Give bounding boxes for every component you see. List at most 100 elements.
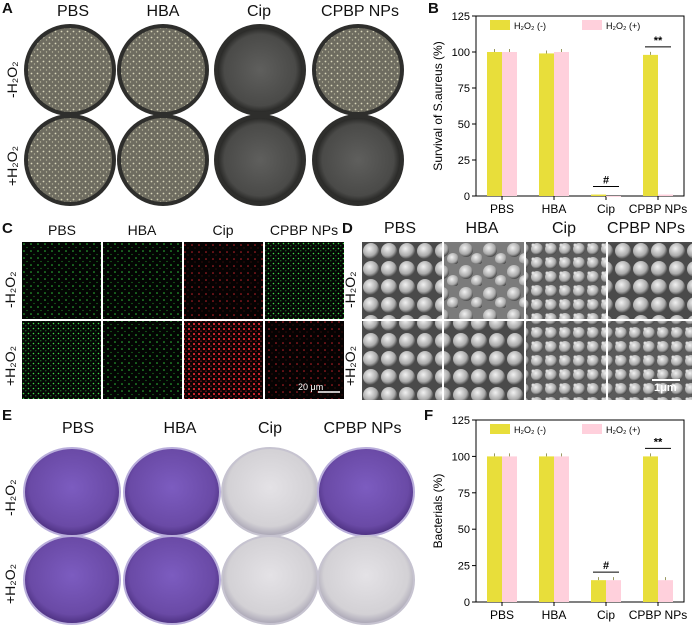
plate-a-hba-plus xyxy=(117,114,209,206)
fluor-grid-svg xyxy=(22,242,344,399)
chart-f: 0 25 50 75 100 125 Bacterials (%) PBS HBA Cip CPBP… xyxy=(431,415,687,622)
row-label-minus: -H₂O₂ xyxy=(2,271,18,308)
col-label-cpbp: CPBP NPs xyxy=(607,220,685,237)
bar-h2o2-plus xyxy=(554,52,569,196)
bar-h2o2-minus xyxy=(487,52,502,196)
panel-a-plates: PBS HBA Cip CPBP NPs -H₂O₂ +H₂O₂ xyxy=(0,0,420,210)
y-tick-label: 75 xyxy=(458,488,470,500)
plate-a-cip-plus xyxy=(214,114,306,206)
sem-grid-svg xyxy=(362,242,692,400)
col-label-pbs: PBS xyxy=(56,3,89,20)
bar-h2o2-minus xyxy=(487,456,502,602)
bar-h2o2-plus xyxy=(502,456,517,602)
panel-label-a: A xyxy=(2,0,13,17)
plates-e-svg xyxy=(23,447,415,625)
legend-swatch xyxy=(582,424,602,434)
scale-label-c: 20 μm xyxy=(298,382,324,392)
y-tick-label: 25 xyxy=(458,561,470,573)
fluor-cip-minus xyxy=(184,242,263,319)
x-tick-label: HBA xyxy=(542,202,567,216)
fluor-pbs-minus xyxy=(22,242,101,319)
y-tick-label: 100 xyxy=(452,47,470,59)
significance-label: ** xyxy=(654,436,663,448)
y-tick-label: 75 xyxy=(458,83,470,95)
bar-h2o2-minus xyxy=(591,580,606,602)
panel-d-sem: PBS HBA Cip CPBP NPs -H₂O₂ +H₂O₂ xyxy=(342,220,692,402)
bar-h2o2-plus xyxy=(658,194,673,196)
col-label-cip: Cip xyxy=(212,222,234,238)
sem-hba-minus xyxy=(444,242,524,319)
significance-label: # xyxy=(603,560,609,572)
x-tick-label: PBS xyxy=(490,202,514,216)
plate-a-pbs-plus xyxy=(24,114,116,206)
col-label-pbs: PBS xyxy=(61,420,94,437)
legend-swatch xyxy=(582,20,602,30)
bar-h2o2-minus xyxy=(539,53,554,196)
plate-e-cip-plus xyxy=(221,535,319,625)
sem-cpbp-plus xyxy=(608,321,692,400)
plate-a-pbs-minus xyxy=(24,24,116,116)
col-label-cip: Cip xyxy=(257,420,282,437)
legend-swatch xyxy=(490,424,510,434)
legend-label: H₂O₂ (+) xyxy=(606,21,640,31)
col-label-pbs: PBS xyxy=(383,220,416,237)
bar-h2o2-plus xyxy=(554,456,569,602)
y-tick-label: 50 xyxy=(458,119,470,131)
plate-e-pbs-plus xyxy=(23,535,121,625)
x-tick-label: PBS xyxy=(490,608,514,622)
x-tick-label: CPBP NPs xyxy=(629,202,687,216)
plot-frame xyxy=(475,419,685,603)
fluor-cip-plus xyxy=(184,321,263,399)
bar-h2o2-plus xyxy=(658,580,673,602)
legend-label: H₂O₂ (-) xyxy=(514,21,546,31)
col-label-pbs: PBS xyxy=(47,222,76,238)
y-axis-label: Survival of S.aureus (%) xyxy=(431,41,445,170)
y-tick-label: 0 xyxy=(464,191,470,203)
y-axis-label: Bacterials (%) xyxy=(431,474,445,549)
significance-label: ** xyxy=(654,35,663,47)
panel-label-c: C xyxy=(2,220,13,237)
panel-e-plates: PBS HBA Cip CPBP NPs -H₂O₂ +H₂O₂ xyxy=(0,408,425,626)
scale-label-d: 1μm xyxy=(654,382,677,394)
col-label-cpbp: CPBP NPs xyxy=(269,222,339,238)
plate-e-cpbp-minus xyxy=(317,447,415,537)
bar-h2o2-minus xyxy=(643,456,658,602)
x-tick-label: Cip xyxy=(597,608,615,622)
y-tick-label: 125 xyxy=(452,415,470,427)
bar-h2o2-plus xyxy=(606,196,621,197)
bar-h2o2-minus xyxy=(591,194,606,196)
x-tick-label: Cip xyxy=(597,202,615,216)
col-label-hba: HBA xyxy=(146,3,180,20)
plate-a-cip-minus xyxy=(214,24,306,116)
plate-e-cpbp-plus xyxy=(317,535,415,625)
sem-cip-plus xyxy=(526,321,606,400)
sem-cpbp-minus xyxy=(608,242,692,319)
y-tick-label: 100 xyxy=(452,451,470,463)
y-tick-label: 0 xyxy=(464,597,470,609)
plot-frame xyxy=(475,15,685,197)
col-label-hba: HBA xyxy=(127,222,157,238)
panel-label-f: F xyxy=(424,407,434,424)
bar-h2o2-plus xyxy=(502,52,517,196)
sem-pbs-plus xyxy=(362,321,442,400)
row-label-plus: +H₂O₂ xyxy=(342,345,358,386)
plate-a-cpbp-minus xyxy=(312,24,404,116)
plate-e-hba-plus xyxy=(123,535,221,625)
col-label-cpbp: CPBP NPs xyxy=(321,3,399,20)
col-label-hba: HBA xyxy=(465,220,499,237)
fluor-cpbp-minus xyxy=(265,242,344,319)
panel-label-d: D xyxy=(342,220,353,237)
row-label-plus: +H₂O₂ xyxy=(2,345,18,386)
y-tick-label: 125 xyxy=(452,11,470,23)
sem-hba-plus xyxy=(444,321,524,400)
fluor-hba-minus xyxy=(103,242,182,319)
bar-h2o2-minus xyxy=(539,456,554,602)
fluor-pbs-plus xyxy=(22,321,101,399)
sem-pbs-minus xyxy=(362,242,442,319)
panel-label-e: E xyxy=(2,407,13,424)
panel-c-fluorescence: PBS HBA Cip CPBP NPs -H₂O₂ +H₂O₂ xyxy=(0,222,345,402)
row-label-minus: -H₂O₂ xyxy=(342,271,358,308)
sem-cip-minus xyxy=(526,242,606,319)
y-tick-label: 50 xyxy=(458,524,470,536)
chart-b: 0 25 50 75 100 125 Survival of S.aureus (%) PBS… xyxy=(431,11,687,216)
